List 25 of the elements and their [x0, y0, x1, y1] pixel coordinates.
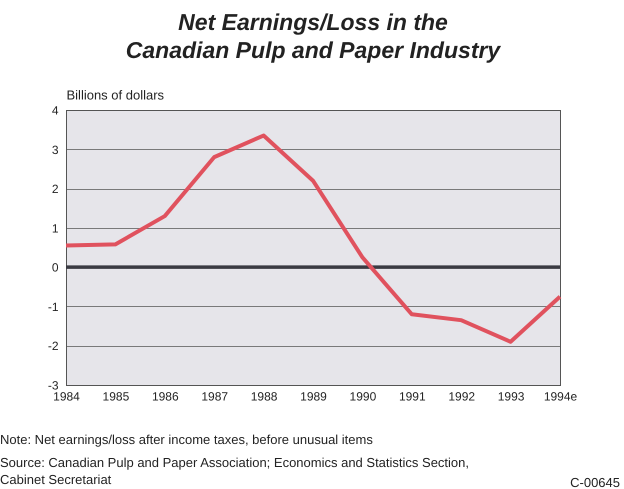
line-series: [64, 134, 562, 344]
x-tick-label: 1993: [498, 390, 525, 404]
chart-title: Net Earnings/Loss in the Canadian Pulp and Paper Industry: [126, 9, 502, 63]
y-tick-label: -1: [48, 300, 59, 314]
x-tick-label: 1992: [448, 390, 476, 404]
source-note: Source: Canadian Pulp and Paper Association; Economics and Statistics Section, Cabinet Secretariat: [0, 455, 469, 487]
x-tick-label: 1984: [53, 390, 80, 404]
y-axis-title: Billions of dollars: [66, 88, 165, 102]
x-tick-label: 1988: [250, 390, 278, 404]
y-tick-label: 1: [52, 221, 59, 236]
x-tick-label: 1994e: [544, 390, 578, 404]
y-tick-label: -3: [48, 378, 59, 392]
x-tick-label: 1987: [201, 390, 228, 404]
y-tick-label: 0: [52, 260, 59, 275]
x-tick-label: 1985: [102, 390, 130, 404]
y-tick-label: 2: [52, 182, 59, 196]
x-tick-label: 1990: [350, 390, 377, 404]
y-tick-label: -2: [48, 339, 59, 354]
x-tick-label: 1986: [152, 390, 179, 404]
x-tick-label: 1989: [300, 390, 328, 404]
text: Note: Net earnings/loss after income taxes, before unusual items: [0, 432, 374, 447]
x-tick-label: 1991: [398, 390, 426, 404]
y-tick-label: 3: [52, 142, 59, 157]
y-tick-label: 4: [52, 104, 59, 118]
text: C-00645: [570, 475, 620, 489]
